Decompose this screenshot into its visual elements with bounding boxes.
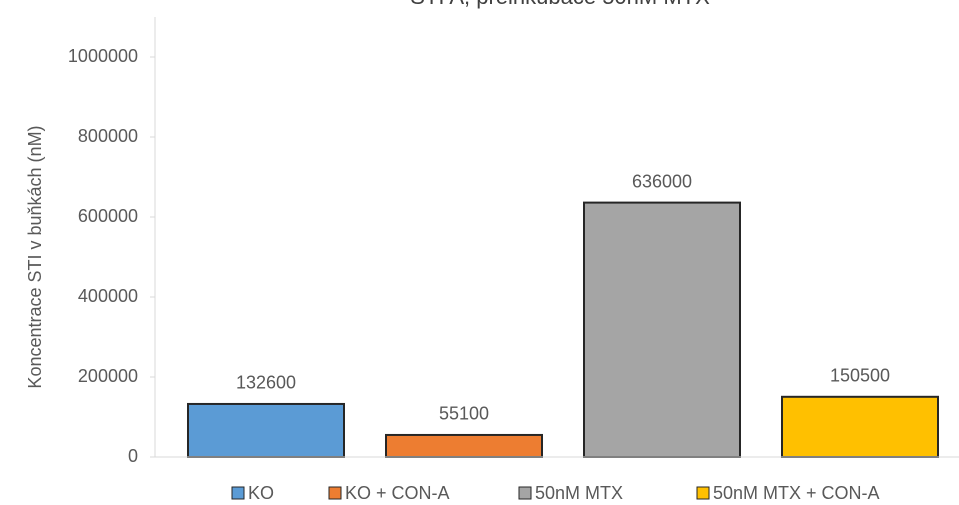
legend-label: KO <box>248 483 274 503</box>
legend-label: 50nM MTX + CON-A <box>713 483 880 503</box>
legend-label: 50nM MTX <box>535 483 623 503</box>
chart-title: STI A, preinkubace 50nM MTX <box>410 0 710 9</box>
bar <box>187 402 345 458</box>
y-tick-label: 800000 <box>78 126 138 146</box>
legend-swatch <box>231 486 245 500</box>
legend-swatch <box>518 486 532 500</box>
bar <box>781 395 939 458</box>
legend-swatch <box>696 486 710 500</box>
value-label: 636000 <box>632 171 692 191</box>
bar <box>583 201 741 458</box>
value-label: 55100 <box>439 404 489 424</box>
bar <box>385 433 543 458</box>
y-tick-label: 1000000 <box>68 46 138 66</box>
y-tick-label: 400000 <box>78 286 138 306</box>
y-axis-label: Koncentrace STI v buňkách (nM) <box>25 125 45 388</box>
y-tick-label: 0 <box>128 446 138 466</box>
value-label: 132600 <box>236 373 296 393</box>
y-tick-label: 200000 <box>78 366 138 386</box>
legend-label: KO + CON-A <box>345 483 450 503</box>
value-label: 150500 <box>830 366 890 386</box>
y-tick-label: 600000 <box>78 206 138 226</box>
legend-swatch <box>328 486 342 500</box>
